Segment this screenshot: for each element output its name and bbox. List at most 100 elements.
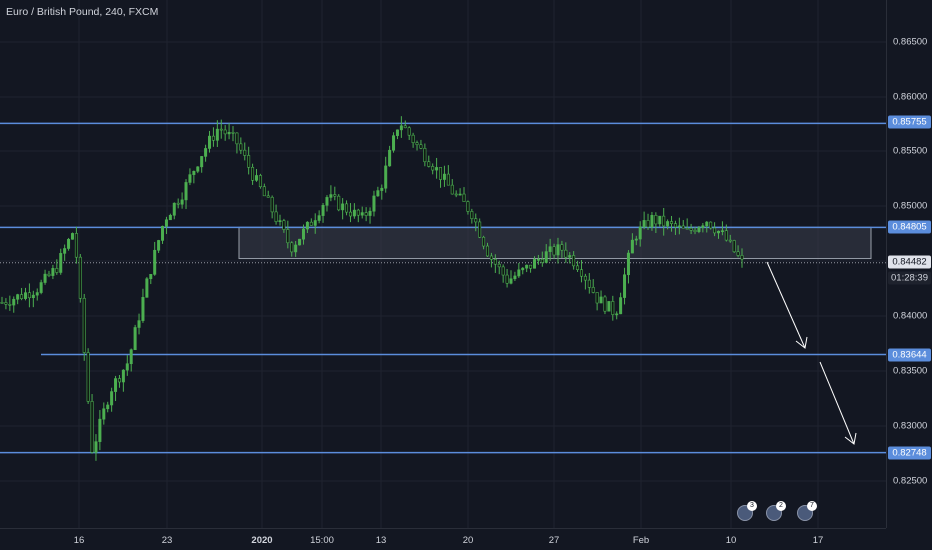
- candle-body: [607, 301, 611, 312]
- level-price-label: 0.83644: [888, 348, 931, 362]
- candle: [86, 348, 90, 404]
- candle-body: [388, 149, 392, 167]
- candle-body: [63, 248, 67, 254]
- candle: [536, 254, 540, 265]
- time-tick: 27: [548, 535, 560, 546]
- candle: [98, 410, 102, 451]
- candle: [497, 260, 501, 275]
- candle: [709, 221, 713, 230]
- candle: [399, 116, 403, 138]
- candle-body: [615, 313, 619, 316]
- candle-body: [47, 273, 51, 276]
- candle-body: [137, 320, 141, 328]
- candles: [0, 116, 744, 461]
- candle-body: [415, 142, 419, 146]
- candle: [258, 173, 262, 189]
- candle: [153, 241, 157, 276]
- candle: [137, 313, 141, 335]
- candle: [211, 127, 215, 147]
- event-badge-3: 7: [807, 501, 817, 511]
- candle: [117, 375, 121, 388]
- candle-body: [626, 252, 630, 276]
- candle-body: [247, 155, 251, 168]
- candle: [544, 244, 548, 264]
- candle: [364, 207, 368, 222]
- candle-body: [435, 167, 439, 171]
- time-scale[interactable]: 16 23 2020 15:00 13 20 27 Feb 10 17: [0, 528, 886, 550]
- candle-body: [313, 220, 317, 226]
- candle: [728, 234, 732, 243]
- chart-area[interactable]: Euro / British Pound, 240, FXCM 3 2 7: [0, 0, 886, 528]
- candle-body: [12, 298, 16, 306]
- candle: [325, 195, 329, 212]
- candle: [419, 139, 423, 150]
- candle-body: [544, 251, 548, 263]
- candle: [161, 225, 165, 244]
- candle-body: [548, 246, 552, 252]
- candle: [23, 287, 27, 301]
- candle-body: [720, 230, 724, 233]
- candle-body: [395, 129, 399, 136]
- candle: [262, 183, 266, 197]
- candle: [693, 226, 697, 235]
- candle-body: [697, 227, 701, 232]
- candle-body: [677, 225, 681, 228]
- time-tick: 2020: [251, 535, 273, 546]
- candle: [454, 190, 458, 198]
- candle-body: [673, 223, 677, 228]
- candle: [110, 387, 114, 412]
- candle: [114, 375, 118, 402]
- candle-body: [439, 167, 443, 180]
- candle: [525, 264, 529, 273]
- candle: [462, 187, 466, 202]
- candle: [94, 434, 98, 461]
- event-icon-3[interactable]: 7: [797, 501, 817, 521]
- candle: [12, 296, 16, 313]
- candle: [188, 168, 192, 186]
- event-icon-2[interactable]: 2: [766, 501, 786, 521]
- candle-body: [309, 221, 313, 226]
- candle: [305, 221, 309, 234]
- candle-body: [321, 205, 325, 216]
- candle: [384, 156, 388, 193]
- candle-body: [348, 211, 352, 217]
- candle: [439, 167, 443, 188]
- projection-arrows[interactable]: [766, 261, 857, 445]
- candle-body: [231, 132, 235, 134]
- candle: [380, 184, 384, 200]
- candle-body: [254, 175, 258, 181]
- candle-body: [705, 221, 709, 227]
- candle: [63, 244, 67, 261]
- candle: [634, 235, 638, 246]
- candle-body: [572, 255, 576, 267]
- candle-body: [513, 275, 517, 280]
- event-icon-1[interactable]: 3: [737, 501, 757, 521]
- candle-body: [709, 221, 713, 229]
- candle: [90, 394, 94, 454]
- price-scale[interactable]: 0.86500 0.86000 0.85500 0.85000 0.84000 …: [886, 0, 932, 528]
- candle-body: [317, 215, 321, 221]
- candle-body: [305, 221, 309, 230]
- candle-body: [493, 259, 497, 265]
- time-tick: Feb: [632, 535, 650, 546]
- price-chart[interactable]: [0, 0, 886, 528]
- candle-body: [208, 135, 212, 149]
- candle: [685, 218, 689, 230]
- price-tick: 0.86000: [893, 91, 928, 103]
- candle: [599, 290, 603, 304]
- horizontal-levels[interactable]: [0, 122, 886, 454]
- candle-body: [192, 170, 196, 175]
- candle-body: [106, 404, 110, 410]
- candle: [478, 218, 482, 239]
- candle: [564, 242, 568, 263]
- candle-body: [274, 211, 278, 222]
- candle-body: [290, 242, 294, 253]
- candle-body: [286, 229, 290, 244]
- candle: [489, 252, 493, 268]
- candle-body: [403, 125, 407, 129]
- candle: [27, 283, 31, 308]
- candle-body: [333, 194, 337, 197]
- candle: [176, 198, 180, 209]
- candle-body: [94, 441, 98, 453]
- candle: [74, 226, 78, 264]
